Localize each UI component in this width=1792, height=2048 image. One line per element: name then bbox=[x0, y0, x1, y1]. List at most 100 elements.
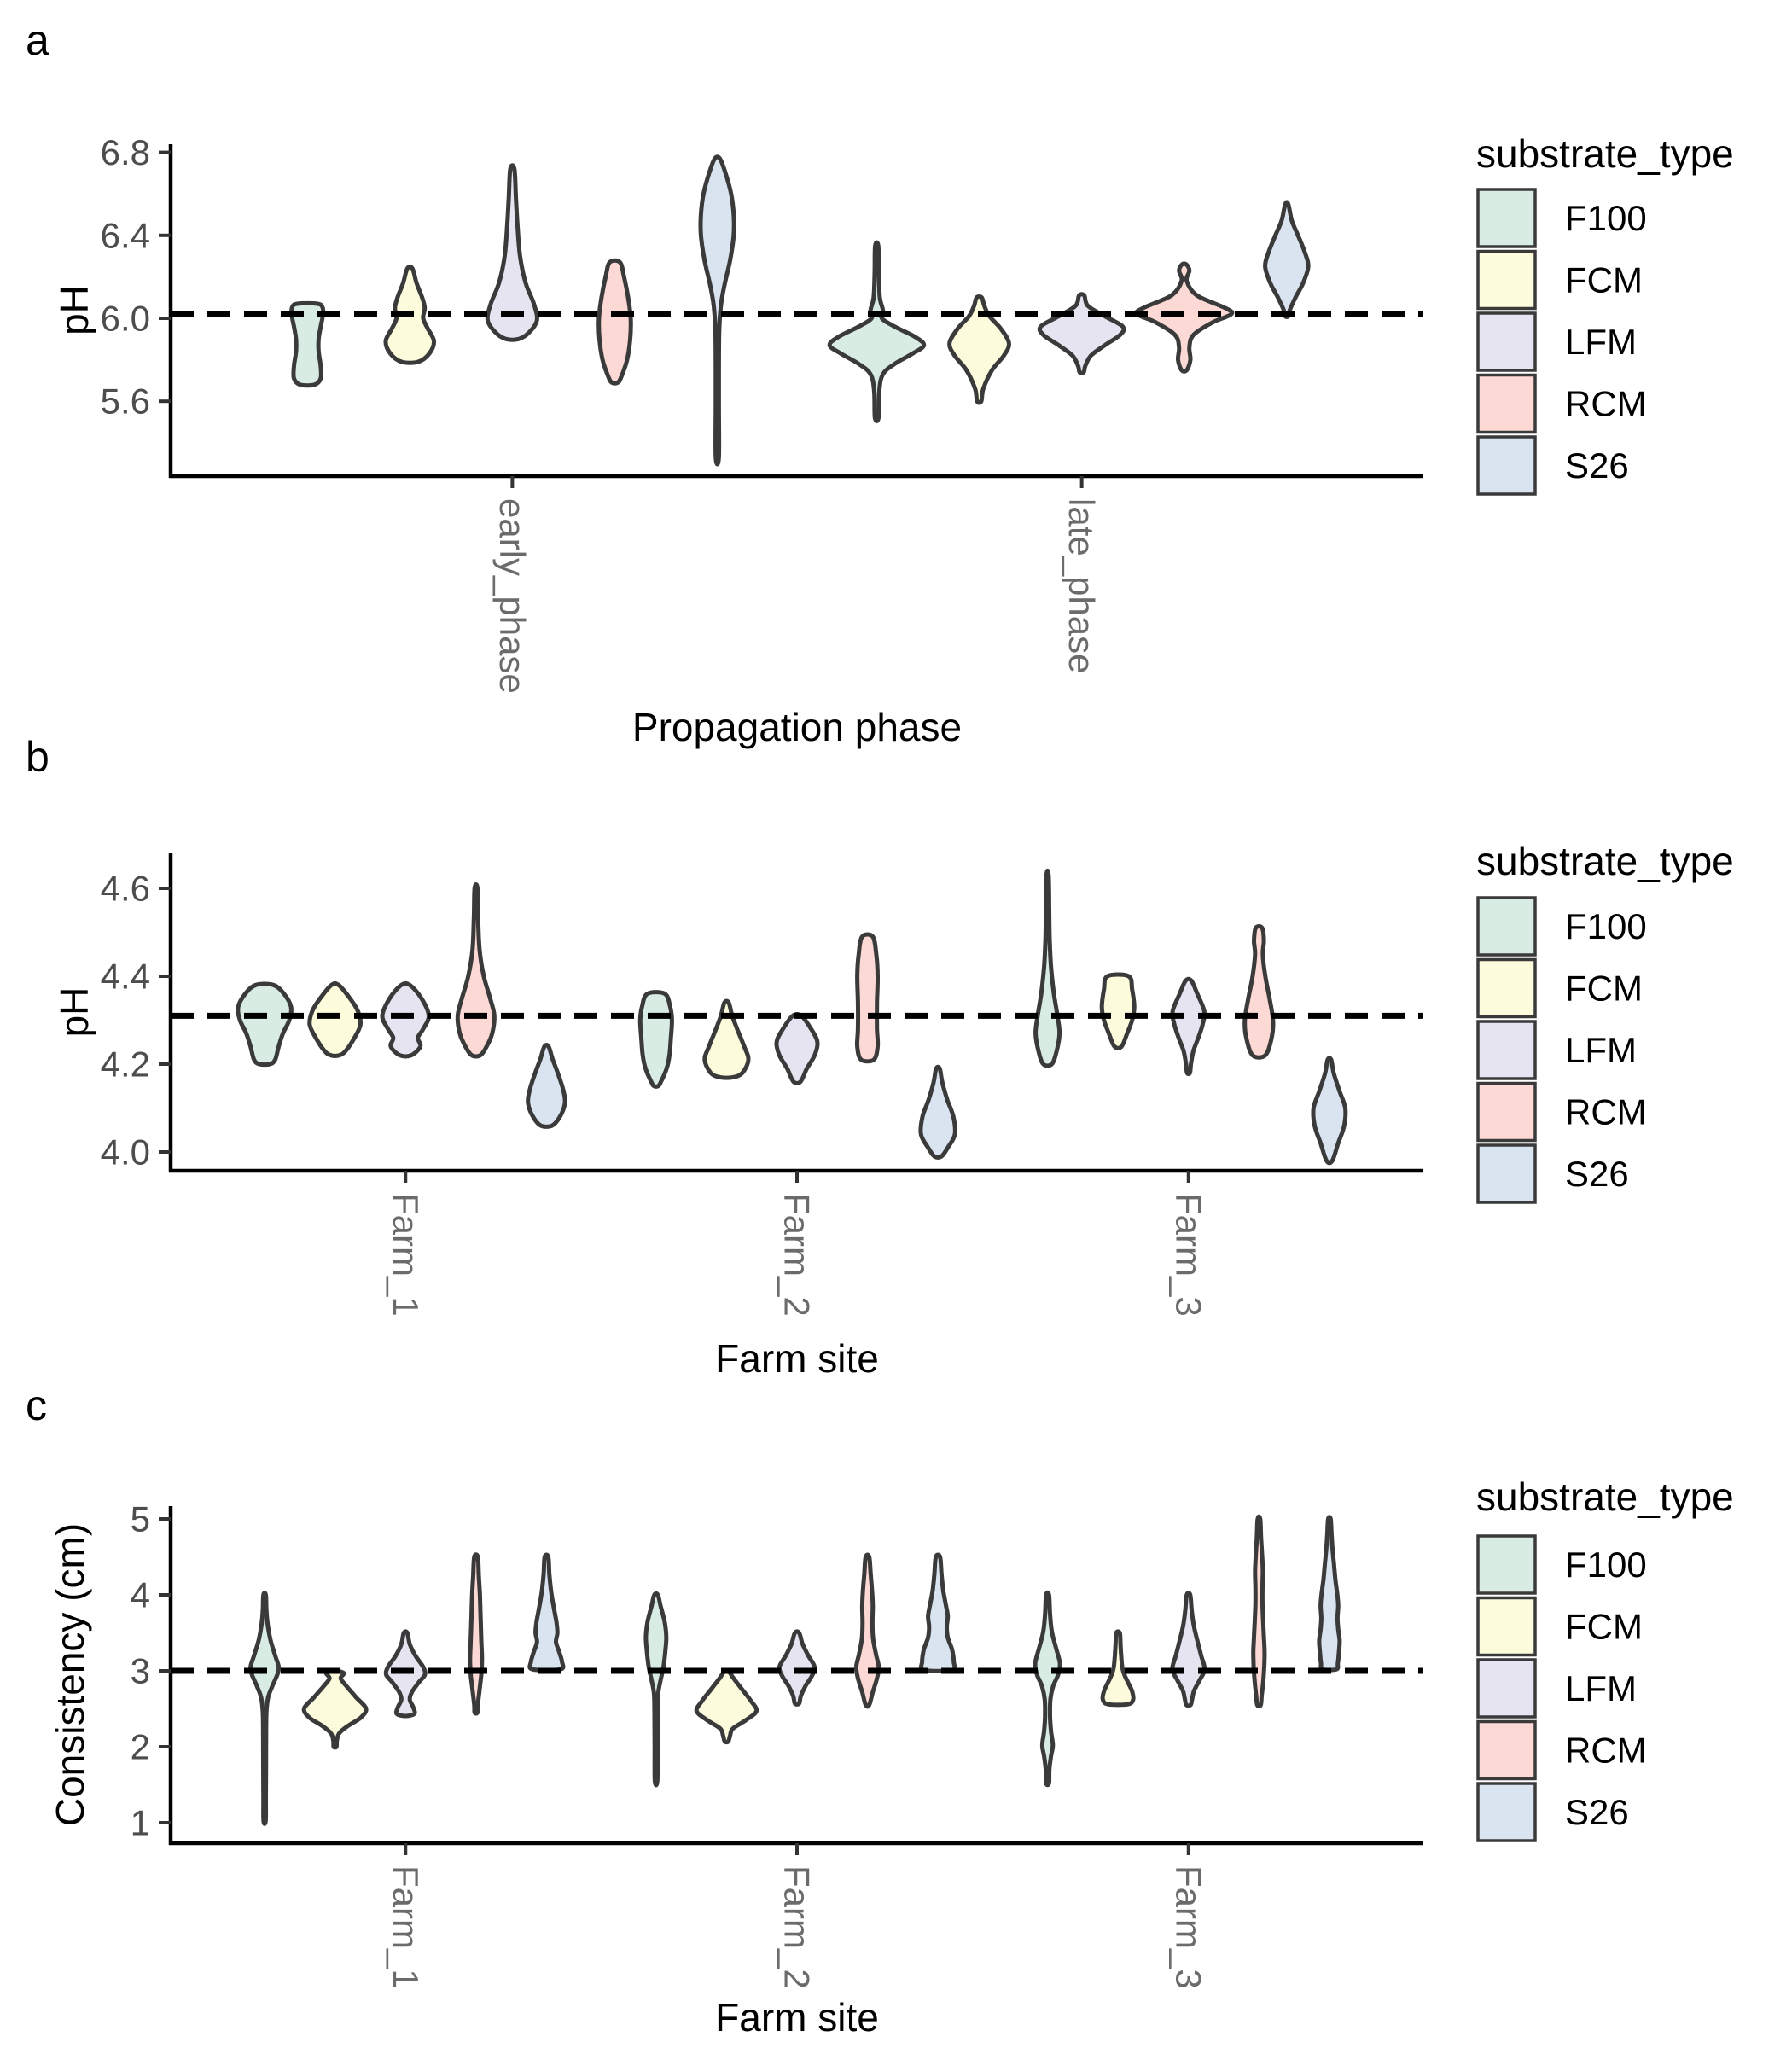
y-tick-label: 5 bbox=[131, 1499, 150, 1539]
violin-b-Farm_1-FCM bbox=[307, 980, 364, 1058]
x-tick-label-early_phase: early_phase bbox=[492, 498, 532, 694]
legend-label-RCM: RCM bbox=[1565, 1092, 1647, 1132]
violin-a-early_phase-RCM bbox=[596, 258, 633, 386]
legend-label-F100: F100 bbox=[1565, 198, 1647, 238]
violin-c-Farm_2-RCM bbox=[853, 1552, 881, 1709]
x-tick-label-late_phase: late_phase bbox=[1062, 498, 1102, 674]
y-tick-label: 5.6 bbox=[101, 381, 150, 422]
legend-label-F100: F100 bbox=[1565, 1545, 1647, 1585]
y-tick-label: 2 bbox=[131, 1727, 150, 1767]
legend-label-F100: F100 bbox=[1565, 906, 1647, 946]
y-axis-title-b: pH bbox=[52, 987, 96, 1038]
violin-c-Farm_3-FCM bbox=[1100, 1629, 1136, 1708]
legend-swatch-F100 bbox=[1476, 188, 1537, 248]
violin-c-Farm_3-LFM bbox=[1170, 1591, 1207, 1708]
panel-b: b 4.6 4.4 4.2 4.0 Farm_1 Farm_2 Farm_3 pH Farm si… bbox=[26, 733, 1734, 1381]
panel-letter-a: a bbox=[26, 16, 49, 64]
x-tick-label-Farm_2: Farm_2 bbox=[777, 1865, 817, 1989]
y-tick-label: 4.2 bbox=[101, 1044, 150, 1085]
y-tick-label: 1 bbox=[131, 1803, 150, 1843]
legend-c: substrate_type F100 FCM LFM RCM S26 bbox=[1476, 1475, 1734, 1842]
y-axis-title-a: pH bbox=[52, 285, 96, 335]
violin-a-late_phase-LFM bbox=[1037, 292, 1126, 375]
violin-a-late_phase-RCM bbox=[1134, 261, 1235, 374]
legend-swatch-RCM bbox=[1476, 1719, 1537, 1781]
violin-b-Farm_3-LFM bbox=[1170, 976, 1207, 1077]
violin-a-early_phase-S26 bbox=[698, 154, 736, 467]
legend-label-FCM: FCM bbox=[1565, 969, 1643, 1009]
legend-swatch-F100 bbox=[1476, 896, 1537, 957]
violin-c-Farm_2-S26 bbox=[918, 1552, 957, 1673]
y-tick-label: 4.4 bbox=[101, 957, 150, 997]
legend-label-RCM: RCM bbox=[1565, 384, 1647, 424]
legend-a: substrate_type F100 FCM LFM RCM S26 bbox=[1476, 131, 1734, 496]
legend-swatch-FCM bbox=[1476, 249, 1537, 311]
legend-label-FCM: FCM bbox=[1565, 1607, 1643, 1647]
legend-title: substrate_type bbox=[1476, 1475, 1734, 1519]
x-tick-label-Farm_2: Farm_2 bbox=[777, 1193, 817, 1317]
x-tick-label-Farm_3: Farm_3 bbox=[1168, 1193, 1208, 1317]
violin-b-Farm_2-FCM bbox=[702, 998, 751, 1080]
violin-b-Farm_1-LFM bbox=[380, 980, 431, 1059]
y-axis-title-c: Consistency (cm) bbox=[48, 1523, 92, 1826]
legend-title: substrate_type bbox=[1476, 839, 1734, 883]
violin-b-Farm_3-S26 bbox=[1311, 1056, 1348, 1166]
violin-c-Farm_1-F100 bbox=[248, 1591, 282, 1826]
y-tick-label: 4 bbox=[131, 1575, 150, 1615]
legend-label-RCM: RCM bbox=[1565, 1731, 1647, 1771]
legend-label-S26: S26 bbox=[1565, 445, 1629, 486]
panel-c: c 5 4 3 2 1 Farm_1 Farm_2 Farm_3 Consistency (cm)… bbox=[26, 1382, 1734, 2039]
legend-label-LFM: LFM bbox=[1565, 1668, 1637, 1708]
violin-b-Farm_1-S26 bbox=[526, 1042, 567, 1129]
legend-label-FCM: FCM bbox=[1565, 260, 1643, 300]
x-tick-label-Farm_3: Farm_3 bbox=[1168, 1865, 1208, 1989]
violin-c-Farm_3-RCM bbox=[1251, 1514, 1267, 1708]
legend-swatch-F100 bbox=[1476, 1534, 1537, 1595]
legend-swatch-FCM bbox=[1476, 957, 1537, 1019]
x-axis-title-b: Farm site bbox=[715, 1336, 879, 1381]
violin-c-Farm_1-RCM bbox=[468, 1552, 485, 1716]
panel-a: a 6.8 6.4 6.0 5.6 early_phase late_phase pH Prop… bbox=[26, 16, 1734, 749]
violin-b-Farm_1-RCM bbox=[455, 882, 497, 1059]
x-tick-label-Farm_1: Farm_1 bbox=[386, 1865, 426, 1989]
y-tick-label: 4.0 bbox=[101, 1132, 150, 1172]
violin-a-late_phase-S26 bbox=[1263, 200, 1311, 319]
violin-a-late_phase-FCM bbox=[947, 294, 1011, 405]
violin-c-Farm_2-F100 bbox=[643, 1591, 669, 1788]
y-tick-label: 4.6 bbox=[101, 869, 150, 909]
legend-b: substrate_type F100 FCM LFM RCM S26 bbox=[1476, 839, 1734, 1204]
legend-title: substrate_type bbox=[1476, 131, 1734, 176]
violin-b-Farm_2-S26 bbox=[918, 1064, 957, 1160]
legend-swatch-S26 bbox=[1476, 1782, 1537, 1842]
x-axis-title-c: Farm site bbox=[715, 1995, 879, 2039]
y-tick-label: 6.8 bbox=[101, 132, 150, 172]
violin-b-Farm_2-LFM bbox=[774, 1011, 820, 1086]
legend-swatch-S26 bbox=[1476, 435, 1537, 496]
legend-label-S26: S26 bbox=[1565, 1792, 1629, 1832]
legend-label-S26: S26 bbox=[1565, 1154, 1629, 1194]
y-tick-label: 3 bbox=[131, 1651, 150, 1691]
y-tick-label: 6.0 bbox=[101, 299, 150, 339]
violin-c-Farm_2-FCM bbox=[694, 1667, 759, 1745]
y-tick-label: 6.4 bbox=[101, 215, 150, 255]
x-axis-title-a: Propagation phase bbox=[632, 705, 962, 749]
panel-letter-b: b bbox=[26, 733, 49, 781]
violin-c-Farm_1-S26 bbox=[527, 1552, 566, 1673]
legend-swatch-RCM bbox=[1476, 373, 1537, 434]
legend-swatch-LFM bbox=[1476, 1020, 1537, 1080]
violin-a-early_phase-LFM bbox=[485, 163, 539, 342]
legend-label-LFM: LFM bbox=[1565, 1030, 1637, 1070]
legend-label-LFM: LFM bbox=[1565, 322, 1637, 362]
panel-letter-c: c bbox=[26, 1382, 47, 1429]
violin-b-Farm_3-FCM bbox=[1099, 972, 1137, 1050]
legend-swatch-S26 bbox=[1476, 1143, 1537, 1204]
legend-swatch-RCM bbox=[1476, 1081, 1537, 1143]
violin-b-Farm_1-F100 bbox=[236, 981, 294, 1068]
x-tick-label-Farm_1: Farm_1 bbox=[386, 1193, 426, 1317]
legend-swatch-LFM bbox=[1476, 1658, 1537, 1719]
violin-b-Farm_2-F100 bbox=[637, 990, 674, 1089]
violin-c-Farm_3-F100 bbox=[1033, 1590, 1062, 1788]
legend-swatch-LFM bbox=[1476, 311, 1537, 372]
